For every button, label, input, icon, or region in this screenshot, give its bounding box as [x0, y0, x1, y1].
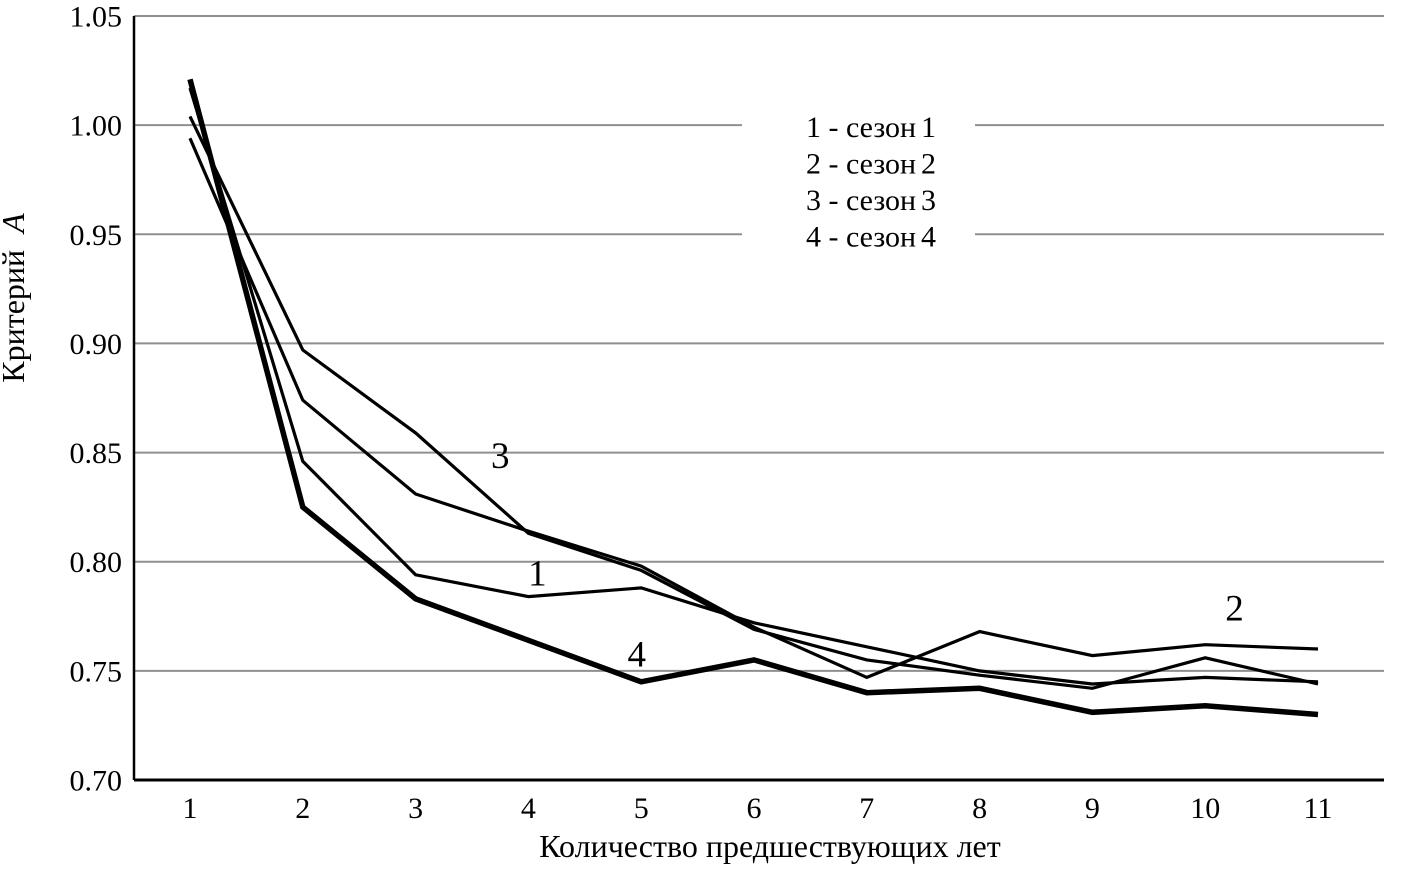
y-tick-label: 0.90 — [70, 328, 123, 361]
legend-item-1: 1 - сезон 1 — [806, 111, 936, 144]
legend: 1 - сезон 12 - сезон 23 - сезон 34 - сезон 4 — [806, 111, 936, 254]
y-axis-title-text: Критерий — [0, 250, 31, 383]
y-axis-title: Критерий A — [0, 213, 31, 383]
legend-item-text: 1 - сезон — [806, 111, 916, 144]
x-tick-label: 6 — [747, 792, 762, 825]
series-number-label-3: 3 — [491, 436, 510, 477]
axes — [132, 16, 1384, 782]
legend-item-4: 4 - сезон 4 — [806, 221, 936, 254]
series-labels: 3 1 4 2 — [491, 436, 1244, 676]
y-tick-label: 0.75 — [70, 655, 123, 688]
x-tick-label: 5 — [634, 792, 649, 825]
series-number-label-1: 1 — [528, 554, 547, 595]
x-axis-title: Количество предшествующих лет — [539, 828, 1000, 864]
y-tick-label: 1.00 — [70, 110, 123, 143]
series-number-label-2: 2 — [1225, 589, 1244, 630]
series-line-1 — [188, 87, 1319, 686]
legend-item-number: 4 — [921, 221, 936, 254]
x-tick-label: 1 — [183, 792, 198, 825]
x-tick-label: 7 — [859, 792, 874, 825]
legend-item-number: 1 — [921, 111, 936, 144]
x-tick-label: 9 — [1085, 792, 1100, 825]
legend-item-number: 3 — [921, 184, 936, 217]
series-line-3 — [188, 115, 1319, 690]
x-tick-label: 8 — [972, 792, 987, 825]
y-axis-title-symbol: A — [0, 213, 31, 235]
legend-item-2: 2 - сезон 2 — [806, 148, 936, 181]
y-tick-label: 0.95 — [70, 219, 123, 252]
x-tick-label: 2 — [295, 792, 310, 825]
x-tick-labels: 1 2 3 4 5 6 7 8 9 10 11 — [183, 792, 1333, 825]
y-tick-label: 0.70 — [70, 765, 123, 798]
legend-background — [742, 103, 975, 253]
y-tick-label: 1.05 — [70, 1, 123, 34]
series-line-4 — [187, 78, 1319, 718]
legend-item-text: 4 - сезон — [806, 221, 916, 254]
legend-box — [742, 103, 975, 253]
y-tick-label: 0.80 — [70, 546, 123, 579]
legend-item-number: 2 — [921, 148, 936, 181]
series-number-label-4: 4 — [627, 634, 646, 675]
y-tick-labels: 1.05 1.00 0.95 0.90 0.85 0.80 0.75 0.70 — [70, 1, 123, 798]
axis-titles: Количество предшествующих лет Критерий A — [0, 213, 1001, 864]
x-tick-label: 4 — [521, 792, 536, 825]
x-tick-label: 11 — [1304, 792, 1333, 825]
legend-item-3: 3 - сезон 3 — [806, 184, 936, 217]
legend-item-text: 3 - сезон — [806, 184, 916, 217]
series-line-2 — [188, 137, 1319, 680]
x-tick-label: 10 — [1190, 792, 1220, 825]
x-tick-label: 3 — [408, 792, 423, 825]
legend-item-text: 2 - сезон — [806, 148, 916, 181]
y-tick-label: 0.85 — [70, 437, 123, 470]
series-lines — [187, 78, 1319, 718]
